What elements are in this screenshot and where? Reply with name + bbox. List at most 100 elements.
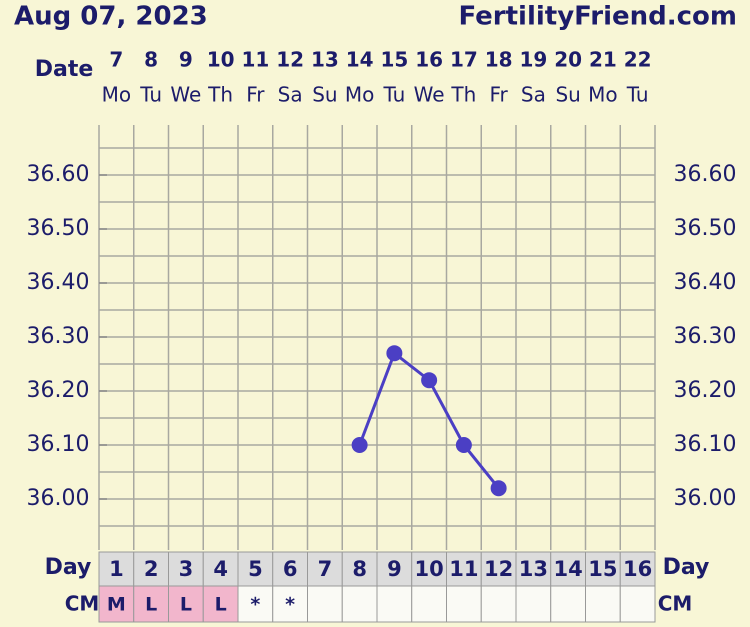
weekday-label: Th	[450, 83, 476, 107]
cm-cell	[480, 585, 517, 623]
date-label: 7	[109, 48, 123, 72]
cm-cell	[550, 585, 586, 623]
y-tick-label-right: 36.30	[674, 324, 737, 349]
date-label: 9	[179, 48, 193, 72]
date-label: 19	[519, 48, 547, 72]
day-cell	[446, 551, 482, 587]
cycle-day-label: 7	[318, 557, 333, 581]
temperature-point	[351, 437, 368, 453]
date-label: 14	[346, 48, 374, 72]
cycle-day-label: 11	[449, 557, 478, 581]
cm-label: CM	[658, 592, 693, 616]
date-label: 17	[450, 48, 478, 72]
weekday-label: Tu	[626, 83, 649, 107]
weekday-label: Mo	[588, 83, 618, 107]
cycle-day-label: 5	[248, 557, 263, 581]
temperature-point	[386, 345, 403, 362]
weekday-label: Tu	[382, 83, 405, 107]
temperature-point	[490, 480, 507, 497]
day-cell	[619, 551, 656, 587]
cm-cell	[376, 585, 413, 623]
y-tick-label: 36.20	[27, 378, 90, 403]
date-label: 12	[276, 48, 304, 72]
cm-cell	[133, 585, 169, 623]
cycle-day-label: 2	[144, 557, 159, 581]
weekday-label: We	[170, 83, 201, 107]
weekday-label: Su	[555, 83, 580, 107]
day-cell	[307, 551, 343, 587]
day-cell	[480, 551, 517, 587]
cm-cell	[168, 585, 204, 623]
cycle-day-label: 15	[588, 557, 617, 581]
date-label: 8	[144, 48, 158, 72]
cycle-day-label: 4	[213, 557, 228, 581]
y-tick-label-right: 36.50	[674, 216, 737, 241]
cycle-day-label: 10	[415, 557, 444, 581]
day-label: Day	[663, 555, 710, 580]
cycle-day-label: 14	[554, 557, 583, 581]
weekday-label: Su	[312, 83, 337, 107]
y-tick-label: 36.60	[27, 162, 90, 187]
cm-value: L	[215, 594, 227, 616]
y-tick-label: 36.40	[27, 270, 90, 295]
cm-cell	[237, 585, 274, 623]
cycle-day-label: 8	[352, 557, 367, 581]
day-label: Day	[45, 555, 92, 580]
cycle-day-label: 1	[109, 557, 124, 581]
cm-value: *	[250, 594, 260, 616]
date-label: 16	[415, 48, 443, 72]
cm-cell	[411, 585, 447, 623]
weekday-label: Sa	[278, 83, 303, 107]
temperature-point	[455, 437, 472, 453]
date-label: 20	[554, 48, 582, 72]
cm-value: L	[180, 594, 192, 616]
y-tick-label: 36.10	[27, 432, 90, 457]
cm-value: M	[107, 594, 126, 616]
cm-cell	[585, 585, 621, 623]
weekday-label: Th	[207, 83, 233, 107]
cm-label: CM	[65, 592, 100, 616]
y-tick-label: 36.30	[27, 324, 90, 349]
weekday-label: Sa	[521, 83, 546, 107]
header-site: FertilityFriend.com	[458, 2, 737, 32]
weekday-label: Mo	[345, 83, 375, 107]
weekday-label: Tu	[139, 83, 162, 107]
cm-value: L	[145, 594, 157, 616]
weekday-label: We	[414, 83, 445, 107]
cm-cell	[515, 585, 552, 623]
y-tick-label-right: 36.10	[674, 432, 737, 457]
y-tick-label: 36.00	[27, 486, 90, 511]
cycle-day-label: 9	[387, 557, 402, 581]
date-label: 10	[207, 48, 235, 72]
date-label: 21	[589, 48, 617, 72]
cycle-day-label: 12	[484, 557, 513, 581]
cycle-day-label: 3	[179, 557, 194, 581]
header-date: Aug 07, 2023	[14, 2, 208, 32]
day-cell	[202, 551, 239, 587]
weekday-label: Fr	[246, 83, 265, 107]
date-label: 18	[485, 48, 513, 72]
weekday-label: Fr	[489, 83, 508, 107]
cm-value: *	[285, 594, 295, 616]
date-label: 11	[241, 48, 269, 72]
day-cell	[341, 551, 378, 587]
y-tick-label: 36.50	[27, 216, 90, 241]
date-label: 13	[311, 48, 339, 72]
date-label: 22	[624, 48, 652, 72]
cm-cell	[446, 585, 482, 623]
date-label: Date	[35, 57, 94, 82]
cm-cell	[202, 585, 239, 623]
cycle-day-label: 16	[623, 557, 652, 581]
day-cell	[168, 551, 204, 587]
date-label: 15	[380, 48, 408, 72]
cm-cell	[619, 585, 656, 623]
weekday-label: Mo	[102, 83, 132, 107]
y-tick-label-right: 36.00	[674, 486, 737, 511]
cm-cell	[307, 585, 343, 623]
cycle-day-label: 13	[519, 557, 548, 581]
cm-cell	[341, 585, 378, 623]
y-tick-label-right: 36.40	[674, 270, 737, 295]
y-tick-label-right: 36.60	[674, 162, 737, 187]
cm-cell	[272, 585, 308, 623]
